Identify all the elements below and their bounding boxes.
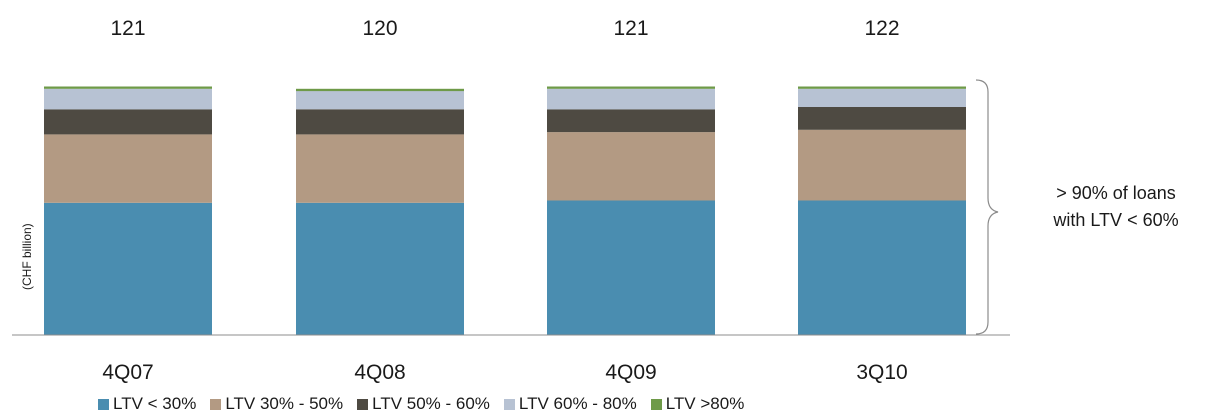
- total-label-4Q09: 121: [613, 17, 648, 40]
- bar-segment-3Q10-series-2: [798, 107, 966, 130]
- legend-label: LTV < 30%: [113, 394, 197, 413]
- bar-segment-3Q10-series-0: [798, 200, 966, 335]
- bar-segment-4Q07-series-0: [44, 202, 212, 335]
- legend-swatch: [503, 398, 515, 410]
- total-label-4Q08: 120: [362, 17, 397, 40]
- legend-label: LTV 30% - 50%: [225, 394, 344, 413]
- y-axis-label: (CHF billion): [20, 223, 34, 290]
- legend-item-3: LTV 60% - 80%: [503, 394, 637, 414]
- x-tick-label-4Q09: 4Q09: [605, 361, 656, 384]
- legend-label: LTV >80%: [665, 394, 745, 413]
- bar-segment-4Q08-series-0: [296, 202, 464, 335]
- bar-segment-4Q09-series-2: [547, 109, 715, 133]
- x-tick-label-3Q10: 3Q10: [856, 361, 907, 384]
- legend-item-1: LTV 30% - 50%: [210, 394, 343, 414]
- bar-segment-4Q08-series-2: [296, 109, 464, 135]
- bar-segment-4Q09-series-1: [547, 132, 715, 201]
- x-tick-label-4Q08: 4Q08: [354, 361, 405, 384]
- total-label-4Q07: 121: [110, 17, 145, 40]
- bar-segment-4Q07-series-3: [44, 88, 212, 110]
- x-tick-labels: 4Q07 4Q08 4Q09 3Q10: [102, 361, 907, 384]
- bar-segment-4Q07-series-4: [44, 86, 212, 89]
- bar-segment-4Q09-series-0: [547, 200, 715, 335]
- annotation-line-2: with LTV < 60%: [1053, 210, 1179, 230]
- x-tick-label-4Q07: 4Q07: [102, 361, 153, 384]
- legend-swatch: [210, 398, 222, 410]
- bar-segment-4Q09-series-4: [547, 86, 715, 89]
- legend-label: LTV 50% - 60%: [372, 394, 490, 413]
- legend-item-0: LTV < 30%: [98, 394, 196, 414]
- legend-item-2: LTV 50% - 60%: [357, 394, 490, 414]
- annotation-line-1: > 90% of loans: [1056, 183, 1176, 203]
- bar-segment-4Q08-series-3: [296, 91, 464, 110]
- bar-segment-4Q07-series-1: [44, 134, 212, 203]
- bar-segment-3Q10-series-1: [798, 129, 966, 201]
- bar-segment-4Q08-series-4: [296, 88, 464, 92]
- legend-item-4: LTV >80%: [650, 394, 745, 414]
- total-labels: 121 120 121 122: [110, 17, 899, 40]
- bar-segment-3Q10-series-3: [798, 88, 966, 107]
- legend-swatch: [98, 398, 109, 410]
- ltv-annotation: > 90% of loans with LTV < 60%: [1024, 180, 1208, 234]
- bar-group: [44, 86, 966, 335]
- legend-label: LTV 60% - 80%: [518, 394, 637, 413]
- chart-legend: LTV < 30% LTV 30% - 50% LTV 50% - 60% LTV 6…: [98, 394, 758, 414]
- legend-swatch: [357, 398, 369, 410]
- bar-segment-4Q09-series-3: [547, 88, 715, 110]
- legend-swatch: [650, 398, 662, 410]
- bracket-brace: [975, 79, 999, 335]
- bar-segment-4Q08-series-1: [296, 134, 464, 203]
- total-label-3Q10: 122: [864, 17, 899, 40]
- bar-segment-4Q07-series-2: [44, 109, 212, 135]
- bar-segment-3Q10-series-4: [798, 86, 966, 89]
